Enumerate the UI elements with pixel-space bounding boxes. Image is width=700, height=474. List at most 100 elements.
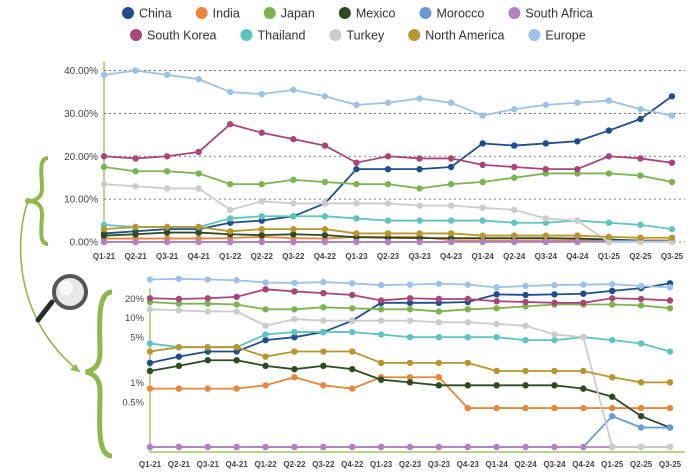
log-point-south-africa [435, 443, 443, 451]
linear-point-china [384, 165, 392, 173]
log-point-india [435, 374, 443, 381]
connector-arrow [19, 200, 81, 373]
linear-point-europe [195, 75, 202, 83]
linear-point-japan [384, 180, 392, 188]
linear-point-south-africa [574, 238, 581, 245]
linear-point-japan [163, 168, 171, 175]
log-point-india [175, 385, 183, 392]
log-x-tick-label: Q1-24 [486, 460, 509, 469]
linear-point-south-africa [258, 238, 265, 246]
linear-point-japan [132, 168, 139, 175]
linear-point-japan [227, 180, 234, 188]
linear-point-europe [479, 112, 486, 119]
log-point-europe [493, 284, 500, 291]
legend-item-india: India [195, 7, 240, 21]
linear-point-north-america [258, 225, 265, 233]
log-point-europe [204, 276, 211, 283]
log-point-north-america [522, 367, 529, 375]
legend-item-europe: Europe [528, 29, 586, 43]
legend-label-north-america: North America [425, 29, 504, 43]
log-point-south-africa [580, 443, 587, 451]
log-point-mexico [551, 382, 558, 389]
log-point-thailand [435, 333, 443, 341]
linear-point-china [605, 127, 613, 134]
linear-point-europe [132, 67, 139, 74]
log-point-thailand [406, 333, 414, 341]
log-line-morocco [150, 415, 670, 448]
linear-y-tick-label: 30.00% [64, 109, 98, 120]
log-point-europe [666, 284, 674, 291]
log-point-south-korea [609, 295, 616, 302]
log-point-south-korea [493, 298, 500, 305]
legend-label-morocco: Morocco [436, 7, 484, 21]
log-point-south-korea [291, 288, 298, 295]
log-point-india [609, 404, 616, 412]
legend-item-morocco: Morocco [419, 7, 484, 21]
log-point-north-america [435, 359, 443, 367]
log-point-north-america [320, 348, 327, 355]
log-point-north-america [464, 359, 471, 367]
log-point-thailand [349, 328, 356, 336]
linear-point-mexico [290, 231, 297, 238]
log-point-europe [146, 276, 154, 283]
log-point-north-america [233, 343, 240, 351]
linear-point-thailand [416, 217, 423, 224]
linear-x-tick-label: Q3-25 [661, 252, 684, 261]
log-point-china [493, 291, 500, 298]
log-point-india [551, 404, 558, 412]
arrowhead [70, 364, 80, 372]
log-point-turkey [175, 307, 183, 314]
log-point-turkey [146, 306, 154, 313]
linear-point-south-korea [132, 155, 139, 162]
legend: China India Japan Mexico Morocco South Africa… [122, 7, 593, 43]
legend-item-japan: Japan [263, 7, 315, 21]
log-point-japan [233, 301, 240, 308]
log-point-turkey [666, 443, 674, 451]
linear-point-south-korea [416, 155, 423, 162]
linear-point-north-america [290, 225, 297, 233]
log-point-south-africa [262, 443, 269, 451]
log-point-india [406, 374, 414, 381]
linear-point-japan [637, 172, 644, 179]
log-point-mexico [175, 362, 183, 370]
linear-x-tick-label: Q1-25 [598, 252, 621, 261]
log-point-india [522, 404, 529, 412]
legend-label-south-korea: South Korea [147, 29, 217, 43]
linear-x-tick-label: Q2-25 [629, 252, 652, 261]
log-x-tick-label: Q2-24 [514, 460, 537, 469]
linear-point-north-america [668, 234, 676, 241]
linear-point-europe [447, 99, 455, 106]
linear-point-europe [321, 93, 329, 100]
log-point-north-america [204, 343, 211, 351]
linear-point-thailand [605, 219, 613, 226]
log-x-tick-label: Q2-23 [399, 460, 422, 469]
linear-point-turkey [574, 217, 581, 224]
log-point-europe [637, 282, 645, 290]
legend-swatch-europe [528, 29, 541, 41]
linear-point-china [447, 163, 455, 171]
linear-point-turkey [195, 185, 202, 192]
log-x-tick-label: Q3-25 [659, 460, 682, 469]
linear-point-china [574, 138, 581, 145]
log-point-turkey [377, 317, 385, 324]
linear-point-japan [321, 178, 329, 186]
log-point-south-korea [146, 295, 154, 302]
log-point-india [464, 404, 471, 412]
log-point-mexico [233, 357, 240, 364]
linear-x-tick-label: Q2-24 [503, 252, 526, 261]
linear-x-tick-label: Q2-22 [251, 252, 274, 261]
log-point-india [291, 374, 298, 381]
log-point-south-africa [522, 443, 529, 451]
log-point-thailand [493, 333, 500, 341]
linear-point-south-korea [511, 163, 518, 171]
log-point-turkey [262, 322, 269, 329]
log-x-tick-label: Q4-23 [457, 460, 480, 469]
linear-series-europe [100, 67, 676, 119]
linear-x-tick-label: Q4-24 [566, 252, 589, 261]
linear-point-mexico [132, 231, 139, 238]
log-point-india [666, 404, 674, 412]
log-point-south-korea [377, 297, 385, 304]
linear-point-south-korea [479, 161, 486, 169]
linear-point-china [637, 115, 644, 123]
